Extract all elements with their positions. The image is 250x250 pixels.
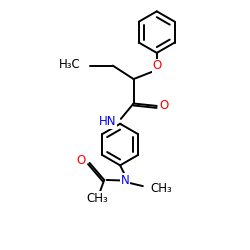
Text: HN: HN [99,115,116,128]
Text: CH₃: CH₃ [86,192,108,205]
Text: H₃C: H₃C [59,58,81,71]
Text: O: O [152,59,162,72]
Text: N: N [120,174,130,186]
Text: O: O [159,100,168,112]
Text: CH₃: CH₃ [151,182,172,195]
Text: O: O [77,154,86,167]
